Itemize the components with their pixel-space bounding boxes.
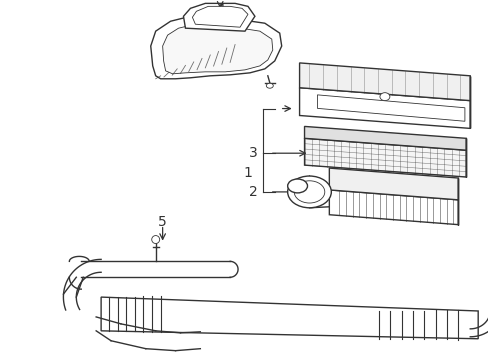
- Polygon shape: [101, 297, 478, 339]
- Polygon shape: [193, 6, 248, 27]
- Text: 5: 5: [158, 215, 167, 229]
- Ellipse shape: [267, 83, 273, 88]
- Ellipse shape: [152, 235, 160, 243]
- Ellipse shape: [294, 181, 325, 203]
- Text: 3: 3: [249, 146, 258, 160]
- Ellipse shape: [288, 179, 308, 193]
- Polygon shape: [151, 16, 282, 79]
- Polygon shape: [299, 63, 470, 100]
- Polygon shape: [163, 24, 273, 74]
- Ellipse shape: [288, 176, 331, 208]
- Text: 2: 2: [249, 185, 258, 199]
- Polygon shape: [305, 138, 466, 177]
- Polygon shape: [329, 168, 458, 200]
- Polygon shape: [299, 88, 470, 129]
- Polygon shape: [305, 126, 466, 150]
- Ellipse shape: [380, 93, 390, 100]
- Polygon shape: [318, 95, 465, 121]
- Text: 1: 1: [243, 166, 252, 180]
- Text: 4: 4: [216, 3, 224, 17]
- Polygon shape: [329, 190, 458, 225]
- Polygon shape: [183, 3, 255, 31]
